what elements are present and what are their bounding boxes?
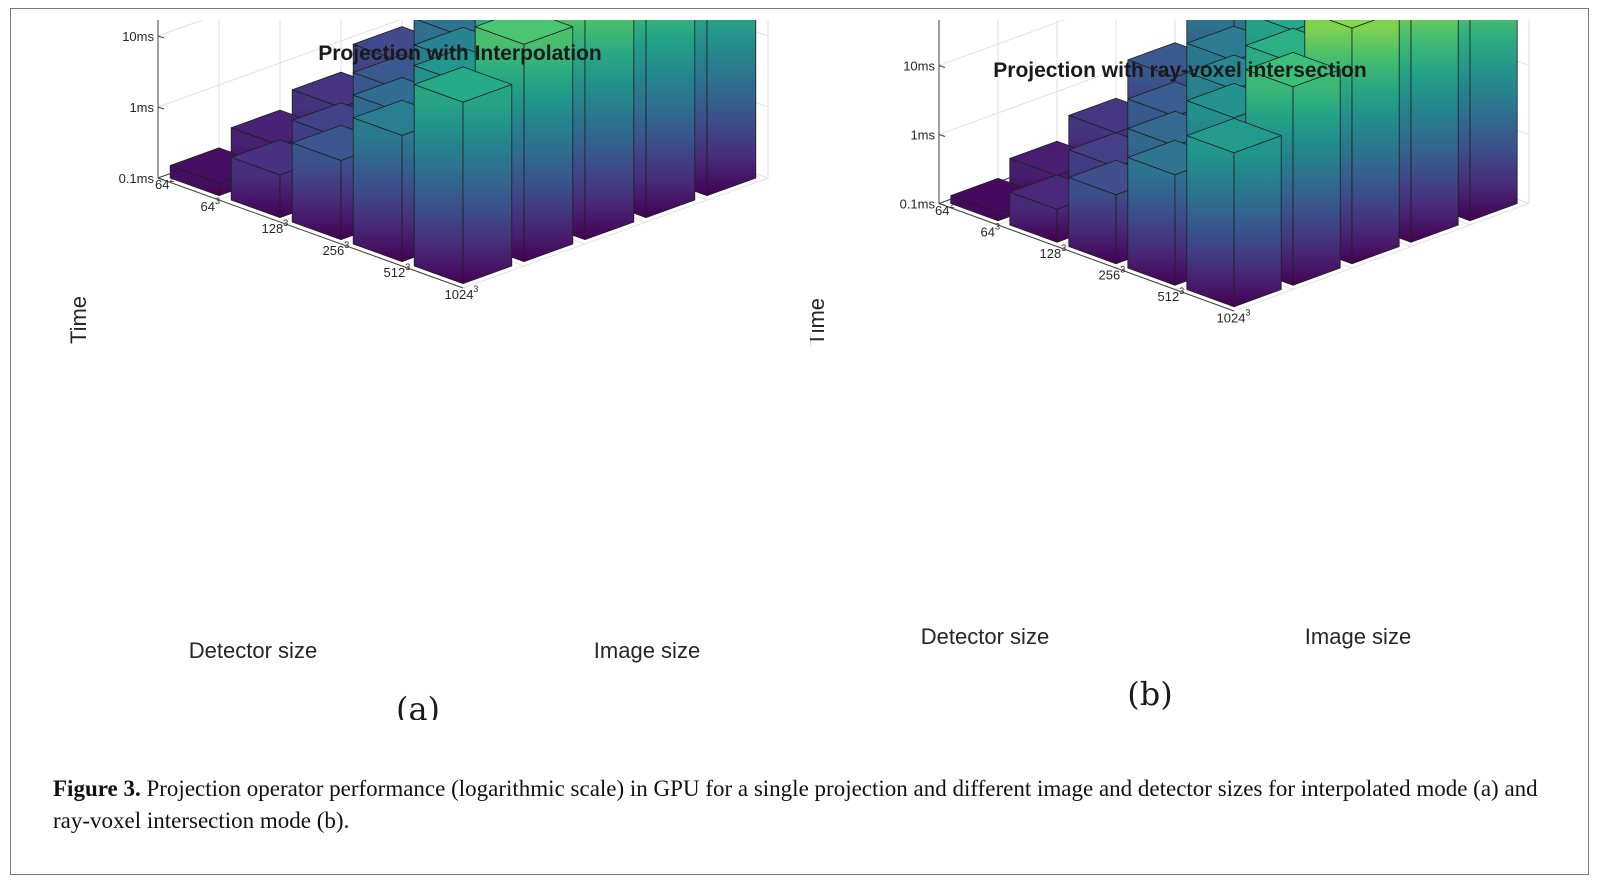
z-tick-mark bbox=[157, 177, 165, 181]
image-tick-exp: 3 bbox=[283, 218, 288, 228]
image-tick-label: 2563 bbox=[1099, 264, 1126, 282]
z-tick-mark bbox=[157, 35, 165, 39]
bar-side-face bbox=[1410, 20, 1459, 243]
bar-front-face bbox=[1127, 157, 1176, 286]
image-tick-base: 512 bbox=[384, 265, 406, 280]
bar-top-face bbox=[1245, 52, 1341, 88]
image-tick-exp: 3 bbox=[405, 262, 410, 272]
image-tick-label: 5123 bbox=[384, 262, 411, 280]
image-tick-base: 256 bbox=[1099, 267, 1121, 282]
z-tick-mark bbox=[938, 134, 946, 137]
bar-side-face bbox=[706, 20, 757, 197]
z-tick-label: 0.1ms bbox=[119, 171, 155, 186]
figure-caption: Figure 3. Projection operator performanc… bbox=[53, 773, 1553, 837]
image-tick-exp: 3 bbox=[1245, 307, 1250, 317]
bar bbox=[1186, 118, 1282, 308]
bar-top-face bbox=[1186, 118, 1282, 154]
bars bbox=[169, 20, 757, 285]
image-tick-label: 5123 bbox=[1158, 286, 1185, 304]
bar-top-face bbox=[474, 20, 574, 45]
image-tick-label: 10243 bbox=[445, 284, 479, 302]
image-tick-base: 64 bbox=[981, 224, 995, 239]
z-tick-label: 10ms bbox=[122, 29, 154, 44]
bar-side-face bbox=[584, 20, 635, 241]
image-tick-label: 1283 bbox=[1040, 243, 1067, 261]
image-tick-exp: 3 bbox=[995, 221, 1000, 231]
image-tick-base: 1024 bbox=[1217, 310, 1246, 325]
image-tick-base: 128 bbox=[262, 221, 284, 236]
z-tick-label: 0.1ms bbox=[900, 197, 936, 212]
z-tick-label: 1ms bbox=[910, 128, 935, 143]
bar-front-face bbox=[352, 117, 403, 263]
bar-side-face bbox=[1233, 135, 1282, 308]
z-tick-label: 10ms bbox=[903, 59, 935, 74]
image-tick-base: 1024 bbox=[445, 287, 474, 302]
image-tick-base: 512 bbox=[1158, 289, 1180, 304]
detector-tick-base: 64 bbox=[155, 177, 169, 192]
z-tick-mark bbox=[157, 106, 165, 110]
z-tick-label: 1ms bbox=[129, 100, 154, 115]
bar-side-face bbox=[462, 84, 513, 285]
time-axis-label: Time bbox=[66, 296, 91, 344]
image-tick-exp: 3 bbox=[1061, 243, 1066, 253]
z-tick-mark bbox=[938, 203, 946, 206]
image-tick-base: 64 bbox=[201, 199, 215, 214]
detector-tick-label: 642 bbox=[935, 200, 954, 218]
panel-label: (b) bbox=[1127, 675, 1172, 713]
image-tick-label: 2563 bbox=[323, 240, 350, 258]
time-axis-label: Time bbox=[810, 298, 829, 346]
image-axis-line bbox=[938, 203, 1235, 312]
chart-title: Projection with Interpolation bbox=[318, 42, 602, 65]
image-tick-label: 643 bbox=[201, 196, 220, 214]
bar-top-face bbox=[413, 66, 513, 103]
bar-side-face bbox=[1351, 20, 1400, 265]
panel-label: (a) bbox=[396, 690, 440, 720]
image-tick-exp: 3 bbox=[215, 196, 220, 206]
detector-tick-base: 64 bbox=[935, 203, 949, 218]
bar-front-face bbox=[1186, 135, 1235, 308]
detector-axis-label: Detector size bbox=[189, 638, 317, 663]
z-tick-mark bbox=[938, 65, 946, 68]
bars bbox=[950, 20, 1518, 308]
image-axis-label: Image size bbox=[1305, 624, 1411, 649]
detector-axis-label: Detector size bbox=[921, 624, 1049, 649]
image-tick-base: 128 bbox=[1040, 246, 1062, 261]
image-axis-line bbox=[157, 177, 464, 289]
image-tick-label: 10243 bbox=[1217, 307, 1251, 325]
bar-side-face bbox=[645, 20, 696, 219]
bar-top-face bbox=[1328, 20, 1376, 29]
caption-text: Projection operator performance (logarit… bbox=[53, 776, 1538, 833]
image-tick-exp: 3 bbox=[344, 240, 349, 250]
chart-title: Projection with ray-voxel intersection bbox=[993, 59, 1366, 82]
image-tick-label: 643 bbox=[981, 221, 1000, 239]
bar bbox=[413, 66, 513, 285]
image-tick-base: 256 bbox=[323, 243, 345, 258]
detector-tick-exp: 2 bbox=[949, 200, 954, 210]
caption-label: Figure 3. bbox=[53, 776, 141, 801]
chart-ray-voxel: 0.1ms1ms10ms100ms1s102425122256212826426… bbox=[810, 20, 1530, 713]
image-tick-label: 1283 bbox=[262, 218, 289, 236]
figure-frame bbox=[10, 8, 1589, 875]
bar-side-face bbox=[1292, 69, 1341, 286]
image-tick-exp: 3 bbox=[1120, 264, 1125, 274]
chart-interpolation: 0.1ms1ms10ms100ms1s102425122256212826426… bbox=[66, 20, 769, 720]
bar-side-face bbox=[1469, 20, 1518, 222]
image-tick-exp: 3 bbox=[473, 284, 478, 294]
image-axis-label: Image size bbox=[594, 638, 700, 663]
image-tick-exp: 3 bbox=[1179, 286, 1184, 296]
bar-front-face bbox=[413, 84, 464, 285]
